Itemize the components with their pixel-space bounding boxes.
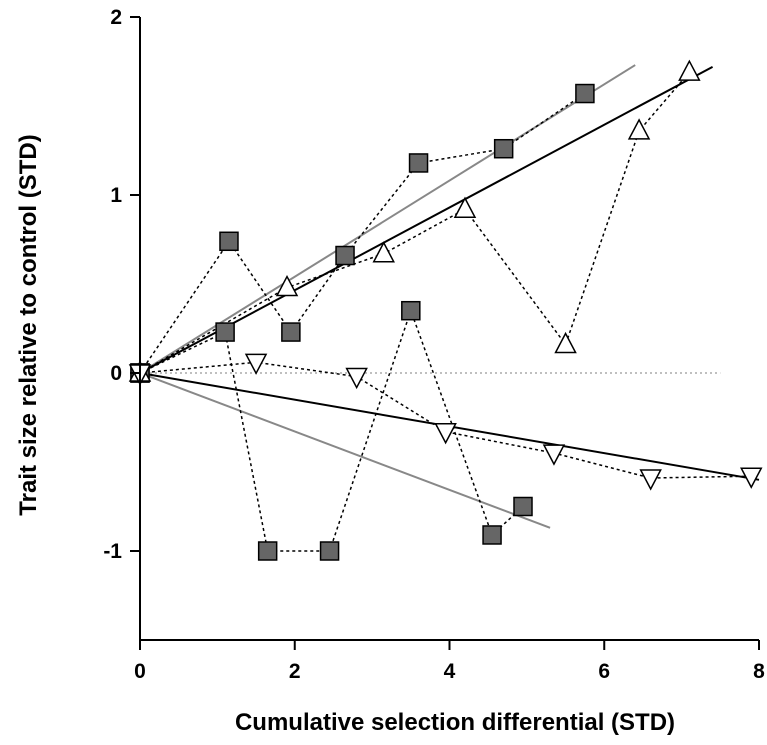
x-axis-label: Cumulative selection differential (STD)	[235, 709, 675, 736]
square-point	[219, 231, 239, 252]
y-tick-label: -1	[103, 540, 122, 563]
x-tick-label: 2	[289, 660, 301, 683]
plot-area	[128, 59, 763, 561]
triangle-down-point	[244, 353, 268, 375]
regression-line	[139, 65, 714, 374]
square-point	[401, 300, 421, 321]
axes: 0 2 4 6 8 -1 0 1 2	[103, 6, 765, 683]
triangle-up-point	[372, 241, 395, 263]
triangle-down-point	[434, 422, 457, 445]
x-tick-label: 4	[444, 660, 456, 683]
triangle-up-point	[453, 196, 477, 218]
x-tick-label: 0	[134, 660, 146, 683]
square-point	[215, 322, 235, 342]
triangle-down-point	[639, 469, 662, 491]
square-point	[513, 496, 533, 517]
y-axis-label: Trait size relative to control (STD)	[15, 134, 42, 515]
triangle-up-point	[627, 118, 651, 140]
square-point	[319, 541, 340, 561]
square-point	[335, 245, 355, 266]
regression-line	[139, 64, 636, 374]
square-point	[408, 153, 429, 173]
triangle-up-point	[554, 331, 577, 354]
square-point	[482, 525, 502, 545]
x-tick-label: 6	[598, 660, 610, 683]
square-point	[575, 83, 595, 104]
square-point	[281, 322, 301, 342]
regression-line	[139, 372, 551, 529]
triangle-up-point	[275, 274, 299, 297]
square-point	[493, 138, 514, 159]
series-connector	[139, 308, 524, 552]
triangle-down-point	[740, 467, 763, 489]
x-tick-label: 8	[753, 660, 765, 683]
triangle-down-point	[345, 367, 368, 390]
y-tick-label: 1	[110, 184, 122, 207]
series-connector	[139, 361, 752, 479]
triangle-down-point	[542, 444, 566, 466]
y-tick-label: 0	[110, 362, 122, 385]
triangle-up-point	[678, 59, 701, 81]
square-point	[257, 541, 278, 561]
y-tick-label: 2	[110, 6, 122, 29]
